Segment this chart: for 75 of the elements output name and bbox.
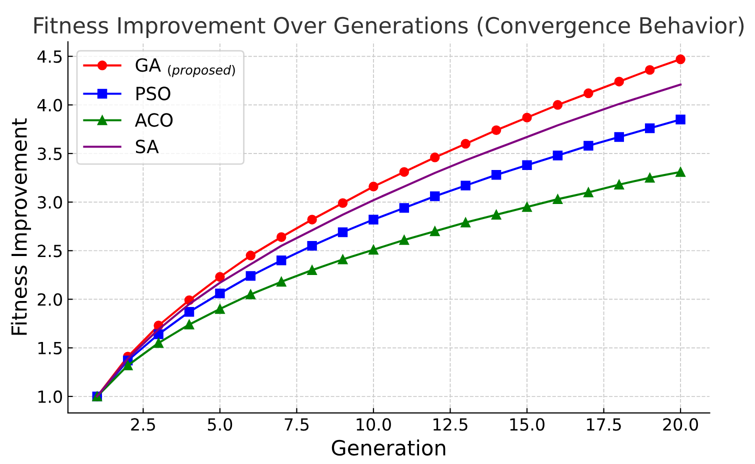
y-axis-title: Fitness Improvement <box>10 118 32 335</box>
point <box>215 288 225 298</box>
point <box>338 198 348 208</box>
x-tick-label: 15.0 <box>510 418 544 431</box>
point <box>246 271 256 281</box>
point <box>338 227 348 238</box>
point <box>644 65 655 75</box>
point <box>276 232 286 242</box>
point <box>246 250 256 260</box>
point <box>368 244 378 255</box>
point <box>552 100 563 110</box>
point <box>276 276 286 287</box>
point <box>460 180 470 190</box>
y-tick-label: 3.5 <box>38 147 62 160</box>
point <box>460 138 470 149</box>
point <box>584 188 594 198</box>
chart-title: Fitness Improvement Over Generations (Convergence Behavior) <box>34 16 744 38</box>
y-tick-label: 3.0 <box>38 196 62 209</box>
legend-label: SA <box>136 140 159 154</box>
point <box>430 226 440 236</box>
point <box>307 265 317 275</box>
point <box>552 150 563 160</box>
legend-label: ACO <box>134 113 173 127</box>
x-tick-label: 5.0 <box>208 418 232 431</box>
point <box>522 202 532 212</box>
point <box>644 123 655 134</box>
legend-label: PSO <box>136 86 170 100</box>
point <box>399 167 410 177</box>
point <box>368 182 378 192</box>
x-tick-label: 17.5 <box>587 418 621 431</box>
point <box>522 160 532 170</box>
x-axis-title: Generation <box>332 440 446 456</box>
y-tick-label: 4.5 <box>37 50 62 63</box>
point <box>584 140 594 151</box>
point <box>430 152 440 162</box>
point <box>460 218 470 228</box>
point <box>614 132 624 142</box>
point <box>614 76 624 86</box>
point <box>676 54 686 64</box>
x-tick-label: 20.0 <box>663 418 698 431</box>
point <box>552 194 563 204</box>
point <box>122 360 133 370</box>
point <box>154 338 164 348</box>
point <box>307 214 317 224</box>
point <box>430 191 440 202</box>
point <box>399 235 410 245</box>
point <box>491 210 502 220</box>
point <box>338 254 348 264</box>
x-tick-label: 10.0 <box>356 418 391 431</box>
point <box>184 320 194 330</box>
point <box>491 170 502 180</box>
point <box>246 290 256 300</box>
point <box>276 256 286 266</box>
point <box>399 203 410 213</box>
y-tick-label: 1.0 <box>38 390 62 404</box>
legend-label: GA $_{(proposed)}$ <box>136 58 235 78</box>
x-tick-label: 7.5 <box>284 418 309 431</box>
point <box>676 167 686 177</box>
y-tick-label: 1.5 <box>38 342 62 354</box>
x-tick-label: 2.5 <box>131 418 155 431</box>
y-tick-label: 4.0 <box>37 98 62 112</box>
point <box>676 114 686 124</box>
point <box>522 112 532 122</box>
y-tick-label: 2.5 <box>38 244 62 258</box>
x-tick-label: 12.5 <box>434 418 468 431</box>
point <box>215 304 225 314</box>
point <box>215 272 225 282</box>
point <box>491 125 502 136</box>
y-tick-label: 2.0 <box>38 293 62 306</box>
point <box>368 214 378 224</box>
point <box>584 88 594 98</box>
point <box>644 172 655 183</box>
point <box>307 240 317 251</box>
point <box>614 180 624 190</box>
point <box>184 307 194 317</box>
